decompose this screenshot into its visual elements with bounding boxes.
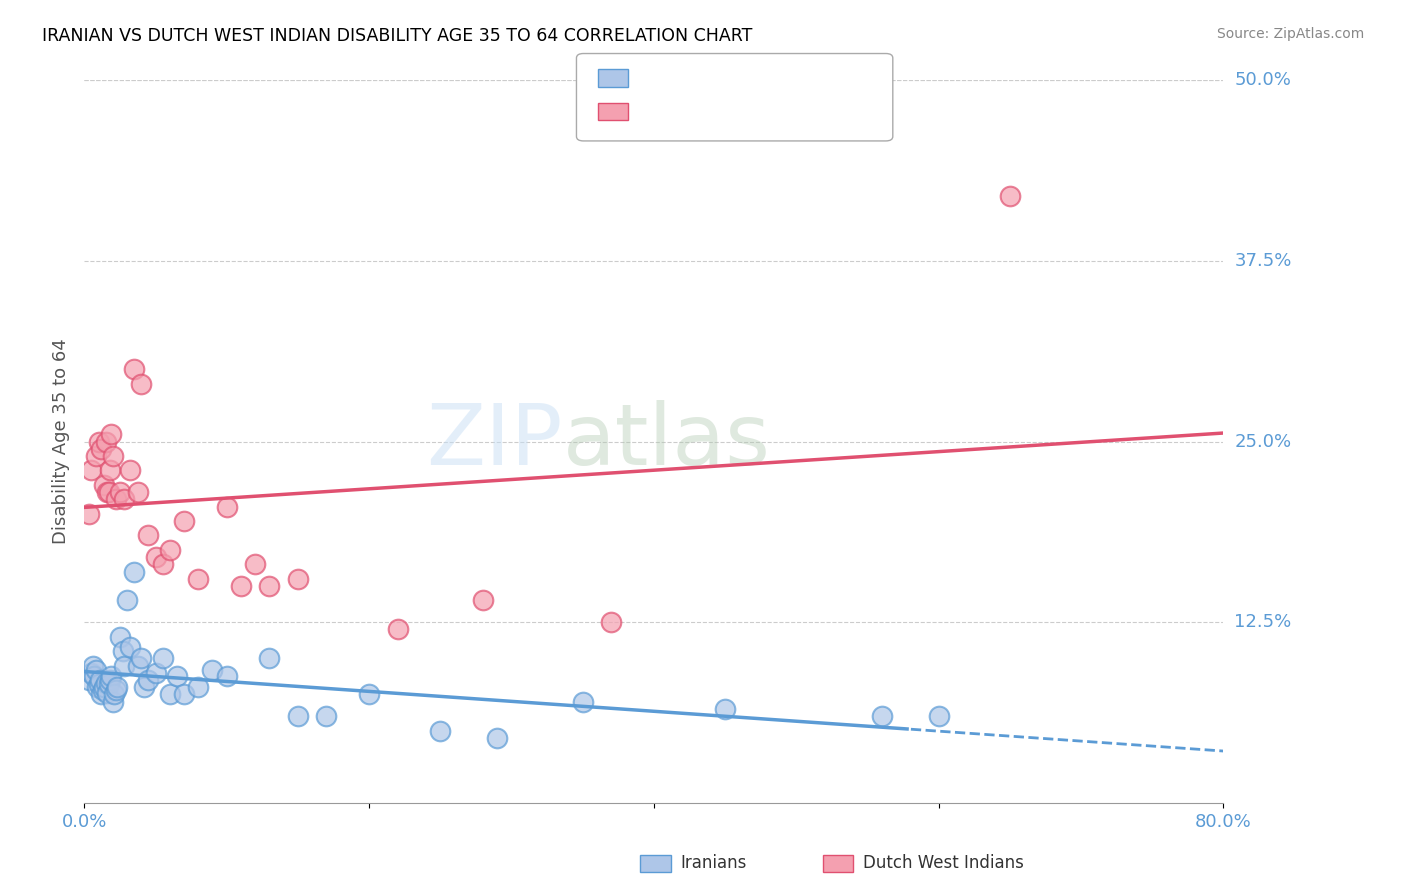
Point <box>173 514 195 528</box>
Text: R =  -0.217   N = 34: R = -0.217 N = 34 <box>640 103 808 120</box>
Point <box>145 550 167 565</box>
Text: ZIP: ZIP <box>426 400 562 483</box>
Point <box>104 492 127 507</box>
Point <box>870 709 893 723</box>
Point <box>103 687 125 701</box>
Point <box>245 558 267 572</box>
Point <box>77 673 100 687</box>
Point <box>93 478 115 492</box>
Text: atlas: atlas <box>562 400 770 483</box>
Point <box>127 485 149 500</box>
Point <box>112 658 135 673</box>
Text: 12.5%: 12.5% <box>1234 613 1292 632</box>
Point <box>315 709 337 723</box>
Point <box>215 500 238 514</box>
Point <box>112 492 135 507</box>
Point <box>90 442 112 456</box>
Point <box>173 687 195 701</box>
Point <box>97 677 120 691</box>
Point <box>118 640 141 654</box>
Point <box>104 683 127 698</box>
Point <box>571 695 593 709</box>
Point <box>98 673 121 687</box>
Text: 25.0%: 25.0% <box>1234 433 1292 450</box>
Point <box>96 686 118 700</box>
Point <box>91 683 114 698</box>
Point <box>122 362 145 376</box>
Point <box>229 579 252 593</box>
Point <box>96 485 118 500</box>
Point <box>259 579 281 593</box>
Point <box>77 507 100 521</box>
Point <box>100 427 122 442</box>
Point <box>87 677 110 691</box>
Point <box>87 434 110 449</box>
Point <box>86 680 108 694</box>
Point <box>600 615 623 630</box>
Point <box>131 651 153 665</box>
Point <box>105 680 128 694</box>
Text: 50.0%: 50.0% <box>1234 71 1291 89</box>
Point <box>83 668 105 682</box>
Point <box>93 680 115 694</box>
Point <box>80 463 103 477</box>
Point <box>101 449 124 463</box>
Point <box>187 572 209 586</box>
Point <box>359 687 381 701</box>
Point <box>84 663 107 677</box>
Point <box>94 676 117 690</box>
Point <box>80 665 103 680</box>
Point <box>387 623 409 637</box>
Text: Iranians: Iranians <box>681 855 747 872</box>
Point <box>998 189 1021 203</box>
Point <box>97 485 120 500</box>
Point <box>94 434 117 449</box>
Point <box>472 593 495 607</box>
Point <box>138 673 160 687</box>
Point <box>98 463 121 477</box>
Point <box>287 572 309 586</box>
Point <box>108 630 131 644</box>
Point <box>152 651 174 665</box>
Point <box>89 673 111 687</box>
Point <box>122 565 145 579</box>
Point <box>928 709 950 723</box>
Point <box>108 485 131 500</box>
Point <box>131 376 153 391</box>
Point <box>111 644 134 658</box>
Point <box>287 709 309 723</box>
Text: R = -0.075   N = 48: R = -0.075 N = 48 <box>640 69 803 87</box>
Point <box>134 680 156 694</box>
Point <box>84 449 107 463</box>
Point <box>166 668 188 682</box>
Point <box>138 528 160 542</box>
Text: Dutch West Indians: Dutch West Indians <box>863 855 1024 872</box>
Text: Source: ZipAtlas.com: Source: ZipAtlas.com <box>1216 27 1364 41</box>
Point <box>118 463 141 477</box>
Point <box>90 687 112 701</box>
Point <box>82 658 104 673</box>
Point <box>115 593 138 607</box>
Point <box>152 558 174 572</box>
Y-axis label: Disability Age 35 to 64: Disability Age 35 to 64 <box>52 339 70 544</box>
Point <box>215 668 238 682</box>
Point <box>714 702 737 716</box>
Point <box>159 542 181 557</box>
Text: IRANIAN VS DUTCH WEST INDIAN DISABILITY AGE 35 TO 64 CORRELATION CHART: IRANIAN VS DUTCH WEST INDIAN DISABILITY … <box>42 27 752 45</box>
Point <box>201 663 224 677</box>
Point <box>127 658 149 673</box>
Point <box>159 687 181 701</box>
Point <box>100 668 122 682</box>
Point <box>145 665 167 680</box>
Point <box>259 651 281 665</box>
Point <box>101 695 124 709</box>
Text: 37.5%: 37.5% <box>1234 252 1292 270</box>
Point <box>187 680 209 694</box>
Point <box>486 731 509 745</box>
Point <box>429 723 451 738</box>
